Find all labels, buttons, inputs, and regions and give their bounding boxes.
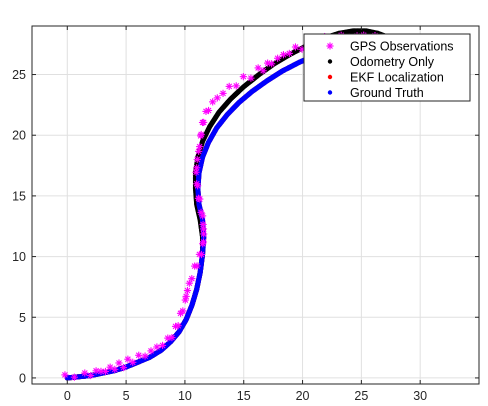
gps-point	[195, 147, 203, 155]
gps-point	[197, 250, 206, 259]
legend-label: GPS Observations	[350, 40, 454, 54]
legend-marker	[326, 42, 334, 50]
gps-point	[197, 130, 205, 139]
gps-point	[188, 275, 196, 283]
gps-point	[268, 60, 276, 68]
gps-point	[219, 89, 227, 97]
legend-box	[303, 33, 471, 102]
legend-label: Ground Truth	[350, 86, 424, 100]
gps-point	[247, 74, 255, 82]
grid	[32, 26, 479, 384]
x-tick-label: 15	[237, 389, 251, 403]
x-tick-label: 0	[64, 389, 71, 403]
legend-marker	[327, 59, 333, 64]
gps-point	[199, 238, 208, 246]
gps-point	[135, 351, 143, 359]
legend-label: EKF Localization	[350, 71, 444, 85]
gps-point	[196, 143, 204, 151]
x-tick-label: 10	[178, 389, 192, 403]
gps-point	[199, 220, 207, 229]
y-tick-label: 15	[12, 189, 26, 203]
gps-point	[194, 194, 203, 202]
x-tick-label: 30	[413, 389, 427, 403]
gps-point	[254, 64, 262, 72]
gps-point	[274, 54, 282, 62]
y-tick-label: 0	[19, 371, 26, 385]
y-tick-label: 25	[12, 68, 26, 82]
gps-point	[70, 373, 78, 381]
x-tick-label: 20	[296, 389, 310, 403]
gps-point	[193, 180, 201, 188]
gps-point	[87, 371, 95, 380]
legend-marker	[327, 90, 333, 95]
gps-point	[279, 51, 288, 59]
gps-point	[225, 82, 233, 90]
gps-point	[183, 286, 192, 295]
axes-box	[31, 25, 480, 385]
gps-point	[141, 352, 149, 360]
gps-point	[239, 73, 247, 81]
axis-ticks: 0 5 10 15 20 25 30 0 5 10 15 20 25	[12, 26, 479, 403]
gps-point	[158, 341, 167, 350]
legend-item: GPS Observations	[326, 40, 454, 54]
y-tick-label: 5	[19, 311, 26, 325]
gps-point	[232, 82, 240, 90]
gps-point	[185, 279, 193, 287]
y-tick-label: 10	[12, 250, 26, 264]
legend-item: Ground Truth	[327, 86, 424, 100]
gps-point	[259, 67, 267, 75]
legend-label: Odometry Only	[350, 55, 435, 69]
gps-point	[124, 355, 132, 363]
gps-point	[101, 367, 110, 376]
gps-point	[193, 262, 201, 270]
gps-point	[174, 322, 182, 330]
gps-point	[129, 358, 137, 366]
gps-point	[197, 208, 205, 216]
y-tick-label: 20	[12, 129, 26, 143]
gps-point	[111, 365, 119, 373]
x-tick-label: 25	[354, 389, 368, 403]
gps-point	[147, 347, 155, 355]
gps-point	[61, 371, 69, 379]
gps-point	[193, 164, 201, 172]
gps-point	[193, 155, 201, 164]
gps-point	[213, 94, 221, 102]
gps-point	[115, 359, 123, 367]
gps-point	[200, 118, 208, 126]
gps-point	[153, 343, 161, 351]
gps-point	[179, 307, 187, 315]
gps-point	[181, 296, 189, 304]
legend-item: Odometry Only	[327, 55, 435, 69]
gps-point	[204, 106, 213, 115]
gps-point	[285, 49, 293, 57]
gps-point	[192, 168, 200, 176]
legend-item: EKF Localization	[327, 71, 444, 85]
x-tick-label: 5	[123, 389, 130, 403]
gps-point	[209, 98, 217, 106]
gps-point	[119, 364, 128, 372]
gps-point	[168, 333, 176, 342]
gps-point	[81, 369, 89, 377]
gps-point	[182, 292, 190, 300]
legend-marker	[327, 74, 333, 80]
gps-point	[291, 43, 300, 51]
